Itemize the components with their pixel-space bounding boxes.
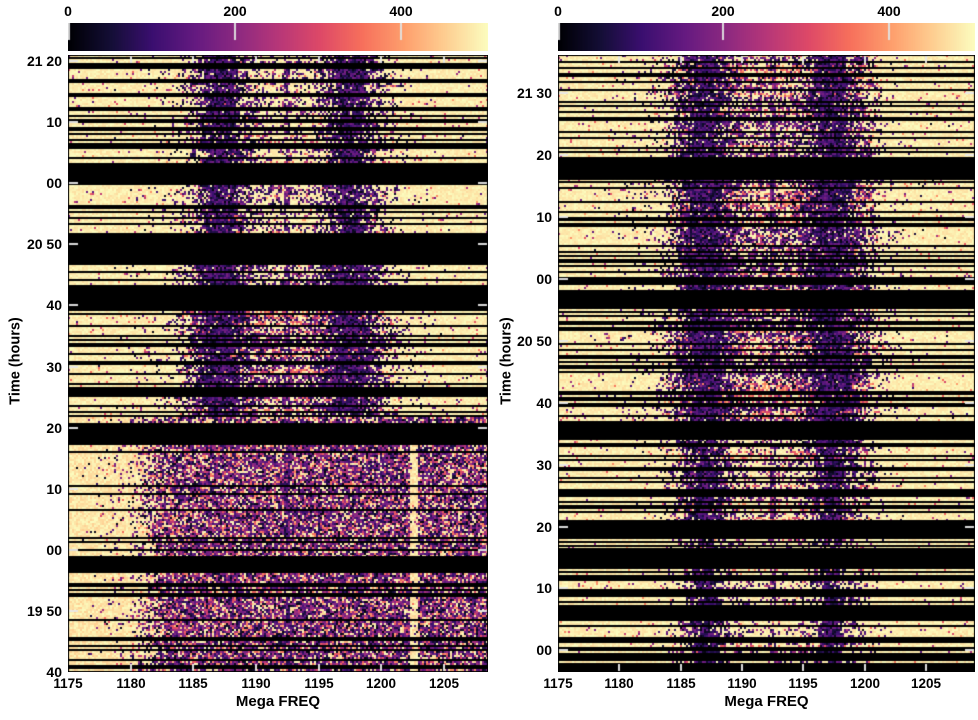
colorbar-tick-label: 400 [877, 3, 901, 19]
x-tick-label: 1185 [666, 676, 696, 691]
x-axis-label-left: Mega FREQ [235, 693, 321, 710]
y-tick-label: 40 [46, 297, 62, 313]
y-tick-label: 00 [536, 271, 552, 287]
y-tick-label: 10 [536, 209, 552, 225]
x-tick-label: 1190 [241, 676, 271, 691]
x-tick-label: 1180 [604, 676, 634, 691]
y-tick-label: 00 [46, 542, 62, 558]
right-colorbar [558, 23, 975, 51]
x-tick-label: 1175 [53, 676, 83, 691]
colorbar-tick-label: 200 [223, 3, 247, 19]
left-colorbar [68, 23, 488, 51]
y-tick-label: 30 [46, 359, 62, 375]
y-tick-label: 10 [46, 114, 62, 130]
y-tick-label: 10 [536, 580, 552, 596]
y-tick-label: 20 [46, 420, 62, 436]
y-tick-label: 21 30 [516, 85, 552, 101]
y-tick-label: 20 [536, 147, 552, 163]
x-tick-label: 1205 [428, 676, 460, 691]
y-axis-label-right: Time (hours) [498, 317, 515, 405]
y-tick-label: 30 [536, 457, 552, 473]
x-tick-label: 1185 [178, 676, 208, 691]
colorbar-tick-label: 200 [711, 3, 735, 19]
colorbar-tick-label: 0 [64, 3, 72, 19]
right-panel-heatmap [558, 55, 975, 672]
left-panel-heatmap [68, 55, 488, 672]
y-tick-label: 00 [46, 175, 62, 191]
y-tick-label: 19 50 [26, 603, 62, 619]
y-tick-label: 21 20 [26, 53, 62, 69]
x-tick-label: 1200 [849, 676, 881, 691]
x-axis-label-right: Mega FREQ [724, 693, 809, 710]
y-tick-label: 40 [46, 664, 62, 680]
y-tick-label: 40 [536, 395, 552, 411]
x-tick-label: 1190 [727, 676, 757, 691]
y-tick-label: 20 50 [26, 236, 62, 252]
x-tick-label: 1175 [543, 676, 573, 691]
colorbar-tick-label: 0 [554, 3, 562, 19]
colorbar-tick-label: 400 [389, 3, 413, 19]
y-tick-label: 20 [536, 519, 552, 535]
x-tick-label: 1180 [116, 676, 146, 691]
x-tick-label: 1205 [910, 676, 942, 691]
y-tick-label: 20 50 [516, 333, 552, 349]
x-tick-label: 1195 [304, 676, 334, 691]
y-tick-label: 00 [536, 642, 552, 658]
x-tick-label: 1200 [365, 676, 397, 691]
y-tick-label: 10 [46, 481, 62, 497]
x-tick-label: 1195 [788, 676, 818, 691]
